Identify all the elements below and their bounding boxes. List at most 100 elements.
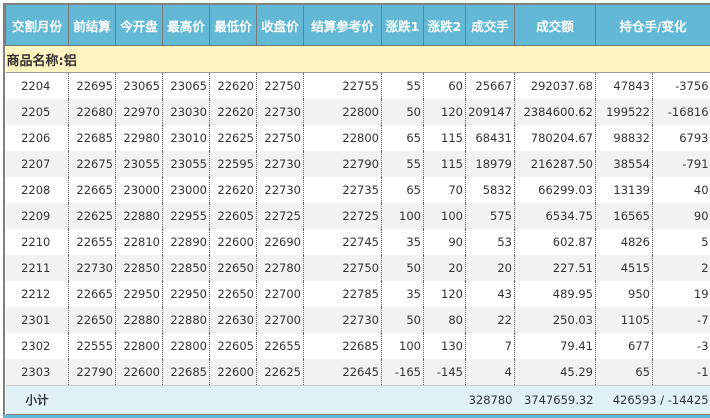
table-cell: 292037.68: [514, 72, 596, 99]
table-cell: 20: [465, 255, 515, 281]
table-cell: 2302: [21, 339, 51, 353]
table-cell: 23030: [162, 99, 210, 125]
table-cell: 55: [381, 151, 424, 177]
table-cell: 22750: [256, 125, 304, 151]
table-cell: 22800: [303, 125, 382, 151]
table-cell: 47843: [595, 72, 653, 99]
table-cell: 22750: [256, 72, 304, 99]
column-header: 最低价: [209, 5, 257, 46]
table-cell: 950: [595, 281, 653, 307]
subtotal-label: 小计: [5, 385, 466, 416]
table-cell: 199522: [595, 99, 653, 125]
table-cell: 22: [465, 307, 515, 333]
table-cell: 22730: [256, 177, 304, 203]
table-cell: 80: [423, 307, 466, 333]
table-cell: 25667: [465, 72, 515, 99]
table-cell: 2211: [5, 255, 69, 281]
table-cell: 22745: [303, 229, 382, 255]
table-cell: 22950: [115, 281, 163, 307]
table-cell: 35: [381, 281, 424, 307]
table-cell: 2206: [21, 131, 51, 145]
table-cell: 22650: [209, 281, 257, 307]
table-cell: 22730: [256, 99, 304, 125]
table-cell: 22625: [209, 125, 257, 151]
table-cell: 780204.67: [514, 125, 596, 151]
table-cell: 7: [465, 333, 515, 359]
next-section-header-strip: [3, 415, 710, 418]
table-cell: 40: [651, 177, 710, 203]
table-cell: 65: [595, 359, 653, 386]
table-cell: 22780: [256, 255, 304, 281]
table-cell: 22645: [303, 359, 382, 386]
table-cell: 115: [423, 125, 466, 151]
table-cell: 65: [381, 177, 424, 203]
table-cell: 22600: [209, 229, 257, 255]
table-cell: -7: [651, 307, 710, 333]
table-cell: 22790: [303, 151, 382, 177]
table-cell: 38554: [595, 151, 653, 177]
table-row: 2208 22665 23000 23000 22620 22730 22735 65 70 58…: [6, 177, 710, 203]
table-cell: 16565: [595, 203, 653, 229]
table-cell: 22685: [303, 333, 382, 359]
table-cell: 22555: [68, 333, 116, 359]
table-cell: 22785: [303, 281, 382, 307]
table-cell: 22810: [115, 229, 163, 255]
table-cell: 22600: [115, 359, 163, 386]
table-cell: 22620: [209, 99, 257, 125]
table-cell: 90: [651, 203, 710, 229]
table-cell: 66299.03: [514, 177, 596, 203]
table-cell: 22605: [209, 333, 257, 359]
table-row: 2207 22675 23055 23055 22595 22730 22790 55 115 1…: [5, 151, 710, 177]
table-cell: 65: [381, 125, 424, 151]
table-cell: 22890: [162, 229, 210, 255]
table-cell: 100: [423, 203, 466, 229]
table-cell: 22950: [162, 281, 210, 307]
table-cell: -3: [651, 333, 710, 359]
table-cell: 22730: [303, 307, 382, 333]
table-cell: -3756: [651, 72, 710, 99]
table-cell: 2205: [5, 99, 69, 125]
table-cell: 120: [423, 281, 466, 307]
table-cell: 90: [423, 229, 466, 255]
table-cell: 53: [465, 229, 515, 255]
table-cell: 22730: [68, 255, 116, 281]
column-header: 交割月份: [5, 5, 69, 46]
table-cell: 22630: [209, 307, 257, 333]
table-cell: 22850: [162, 255, 210, 281]
table-cell: 22595: [209, 151, 257, 177]
table-cell: 22685: [162, 359, 210, 386]
table-cell: 22980: [115, 125, 163, 151]
table-cell: 23065: [115, 72, 163, 99]
futures-quote-table: 交割月份 前结算 今开盘 最高价 最低价 收盘价 结算参考价 涨跌1 涨跌2 成交手 成交额 持仓手/…: [5, 5, 710, 416]
table-cell: 22730: [256, 151, 304, 177]
table-cell: 2212: [21, 287, 51, 301]
table-cell: 19: [651, 281, 710, 307]
column-header: 涨跌2: [423, 5, 466, 46]
table-cell: 22605: [209, 203, 257, 229]
table-cell: 2: [651, 255, 710, 281]
table-cell: 6534.75: [514, 203, 596, 229]
table-cell: 115: [423, 151, 466, 177]
table-cell: 2207: [5, 151, 69, 177]
table-cell: 6793: [651, 125, 710, 151]
column-header: 前结算: [68, 5, 116, 46]
table-cell: 4515: [595, 255, 653, 281]
table-cell: 22880: [115, 203, 163, 229]
futures-quote-table-container: 交割月份 前结算 今开盘 最高价 最低价 收盘价 结算参考价 涨跌1 涨跌2 成交手 成交额 持仓手/…: [3, 3, 710, 416]
table-cell: 22880: [115, 307, 163, 333]
table-cell: 2384600.62: [514, 99, 596, 125]
table-cell: 22665: [68, 281, 116, 307]
product-name: 商品名称:铝: [5, 45, 710, 73]
table-cell: 23000: [162, 177, 210, 203]
table-cell: 100: [381, 333, 424, 359]
table-cell: 98832: [595, 125, 653, 151]
column-header: 持仓手/变化: [594, 5, 710, 46]
table-cell: 2209: [5, 203, 69, 229]
table-row: 2301 22650 22880 22880 22630 22700 22730 50 80 22…: [5, 307, 710, 333]
table-cell: 2303: [5, 359, 69, 386]
table-row: 2302 22555 22800 22800 22605 22655 22685 100 130…: [6, 333, 710, 359]
table-cell: 22850: [115, 255, 163, 281]
subtotal-turnover: 3747659.32: [514, 385, 596, 416]
table-cell: 677: [595, 333, 653, 359]
column-header: 结算参考价: [303, 5, 382, 46]
